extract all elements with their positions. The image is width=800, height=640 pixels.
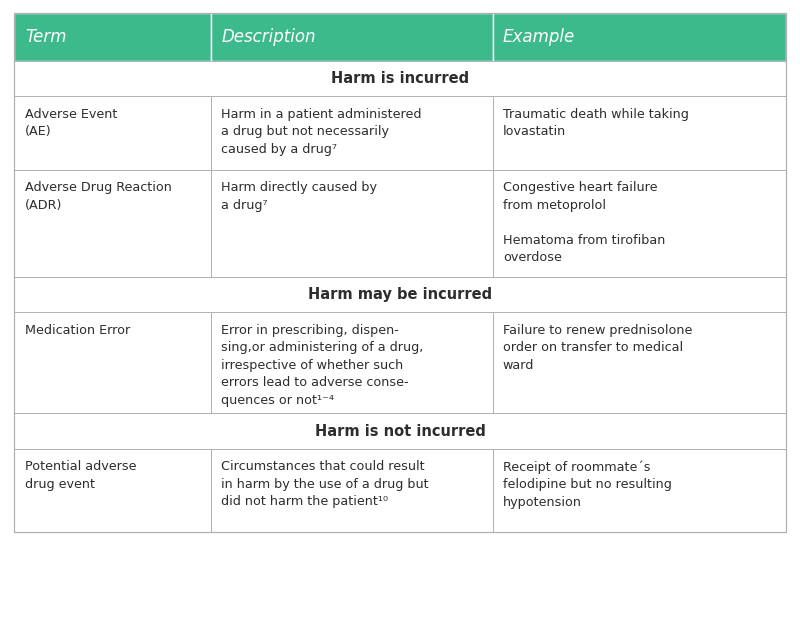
Bar [493,96,786,170]
Bar [14,312,211,413]
Text: Medication Error: Medication Error [25,324,130,337]
Text: Congestive heart failure
from metoprolol

Hematoma from tirofiban
overdose: Congestive heart failure from metoprolol… [503,181,666,264]
Bar [14,449,211,532]
Text: Harm may be incurred: Harm may be incurred [308,287,492,302]
Bar [14,170,211,277]
Text: Harm directly caused by
a drug⁷: Harm directly caused by a drug⁷ [222,181,378,212]
Bar [211,13,493,61]
Bar [493,13,786,61]
Bar [211,170,493,277]
Text: Term: Term [25,28,66,46]
Text: Failure to renew prednisolone
order on transfer to medical
ward: Failure to renew prednisolone order on t… [503,324,692,372]
Bar [14,277,786,312]
Bar [14,61,786,96]
Text: Adverse Drug Reaction
(ADR): Adverse Drug Reaction (ADR) [25,181,172,212]
Text: Harm is incurred: Harm is incurred [331,71,469,86]
Bar [14,96,211,170]
Text: Harm in a patient administered
a drug but not necessarily
caused by a drug⁷: Harm in a patient administered a drug bu… [222,108,422,156]
Text: Example: Example [503,28,575,46]
Text: Circumstances that could result
in harm by the use of a drug but
did not harm th: Circumstances that could result in harm … [222,460,429,508]
Text: Potential adverse
drug event: Potential adverse drug event [25,460,136,491]
Bar [14,413,786,449]
Bar [493,312,786,413]
Text: Harm is not incurred: Harm is not incurred [314,424,486,438]
Text: Receipt of roommate´s
felodipine but no resulting
hypotension: Receipt of roommate´s felodipine but no … [503,460,672,509]
Text: Error in prescribing, dispen-
sing,or administering of a drug,
irrespective of w: Error in prescribing, dispen- sing,or ad… [222,324,424,407]
Bar [211,96,493,170]
Bar [14,13,786,532]
Bar [493,170,786,277]
Text: Adverse Event
(AE): Adverse Event (AE) [25,108,117,138]
Bar [211,449,493,532]
Text: Traumatic death while taking
lovastatin: Traumatic death while taking lovastatin [503,108,689,138]
Bar [14,13,211,61]
Bar [493,449,786,532]
Bar [211,312,493,413]
Text: Description: Description [222,28,316,46]
